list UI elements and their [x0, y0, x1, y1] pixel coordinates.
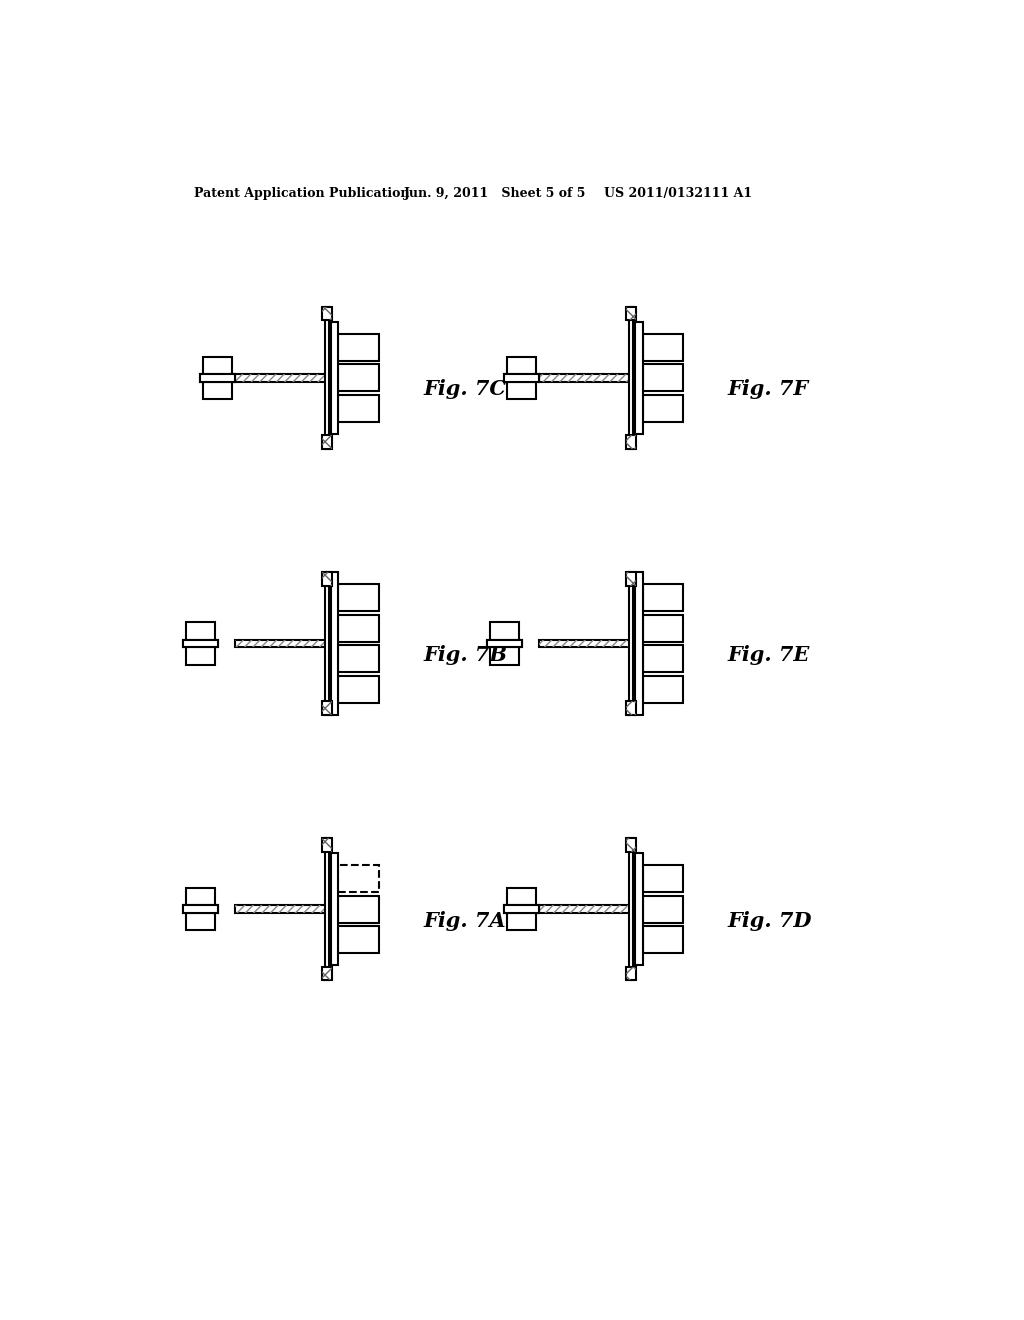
Bar	[507, 356, 536, 399]
Bar	[234, 640, 339, 647]
Bar	[504, 374, 539, 381]
Bar	[539, 374, 643, 381]
Bar	[629, 573, 634, 714]
Text: Fig. 7F: Fig. 7F	[727, 379, 809, 400]
Bar	[183, 906, 217, 913]
Bar	[626, 966, 637, 981]
Bar	[539, 374, 643, 381]
Bar	[643, 395, 683, 422]
Bar	[234, 374, 339, 381]
Bar	[626, 838, 637, 851]
Bar	[339, 896, 379, 923]
Text: US 2011/0132111 A1: US 2011/0132111 A1	[604, 187, 753, 199]
Bar	[539, 640, 643, 647]
Bar	[635, 322, 643, 434]
Bar	[322, 701, 333, 714]
Bar	[643, 676, 683, 704]
Bar	[626, 573, 637, 586]
Bar	[626, 838, 637, 851]
Bar	[322, 306, 333, 321]
Bar	[331, 853, 339, 965]
Bar	[643, 896, 683, 923]
Bar	[487, 640, 521, 647]
Text: Patent Application Publication: Patent Application Publication	[195, 187, 410, 199]
Bar	[626, 573, 637, 586]
Bar	[504, 906, 539, 913]
Bar	[331, 573, 339, 714]
Bar	[626, 701, 637, 714]
Bar	[504, 374, 539, 381]
Text: Fig. 7E: Fig. 7E	[727, 645, 810, 665]
Bar	[322, 966, 333, 981]
Bar	[234, 906, 339, 913]
Bar	[322, 838, 333, 851]
Bar	[626, 306, 637, 321]
Bar	[626, 701, 637, 714]
Bar	[183, 640, 217, 647]
Bar	[339, 364, 379, 391]
Bar	[185, 622, 215, 665]
Text: Fig. 7A: Fig. 7A	[423, 911, 506, 931]
Text: Fig. 7B: Fig. 7B	[423, 645, 507, 665]
Bar	[325, 306, 330, 449]
Bar	[183, 640, 217, 647]
Bar	[322, 573, 333, 586]
Bar	[635, 853, 643, 965]
Bar	[539, 640, 643, 647]
Bar	[643, 865, 683, 892]
Bar	[200, 374, 234, 381]
Bar	[325, 838, 330, 981]
Bar	[643, 364, 683, 391]
Bar	[339, 865, 379, 892]
Bar	[629, 306, 634, 449]
Bar	[504, 906, 539, 913]
Bar	[539, 906, 643, 913]
Bar	[322, 966, 333, 981]
Bar	[322, 436, 333, 449]
Bar	[507, 888, 536, 931]
Bar	[322, 306, 333, 321]
Bar	[203, 356, 231, 399]
Bar	[322, 701, 333, 714]
Bar	[234, 374, 339, 381]
Bar	[626, 966, 637, 981]
Bar	[339, 395, 379, 422]
Bar	[643, 645, 683, 672]
Bar	[339, 676, 379, 704]
Bar	[234, 640, 339, 647]
Bar	[339, 583, 379, 611]
Bar	[626, 436, 637, 449]
Bar	[325, 573, 330, 714]
Bar	[234, 906, 339, 913]
Bar	[339, 927, 379, 953]
Bar	[643, 927, 683, 953]
Bar	[626, 436, 637, 449]
Text: Fig. 7C: Fig. 7C	[423, 379, 506, 400]
Bar	[183, 906, 217, 913]
Bar	[489, 622, 519, 665]
Bar	[643, 583, 683, 611]
Bar	[626, 306, 637, 321]
Bar	[185, 888, 215, 931]
Bar	[629, 838, 634, 981]
Bar	[331, 322, 339, 434]
Bar	[322, 838, 333, 851]
Bar	[487, 640, 521, 647]
Bar	[635, 573, 643, 714]
Bar	[200, 374, 234, 381]
Text: Jun. 9, 2011   Sheet 5 of 5: Jun. 9, 2011 Sheet 5 of 5	[403, 187, 587, 199]
Bar	[643, 615, 683, 642]
Bar	[322, 573, 333, 586]
Bar	[339, 334, 379, 360]
Bar	[339, 615, 379, 642]
Bar	[322, 436, 333, 449]
Bar	[539, 906, 643, 913]
Bar	[339, 645, 379, 672]
Bar	[643, 334, 683, 360]
Text: Fig. 7D: Fig. 7D	[727, 911, 812, 931]
